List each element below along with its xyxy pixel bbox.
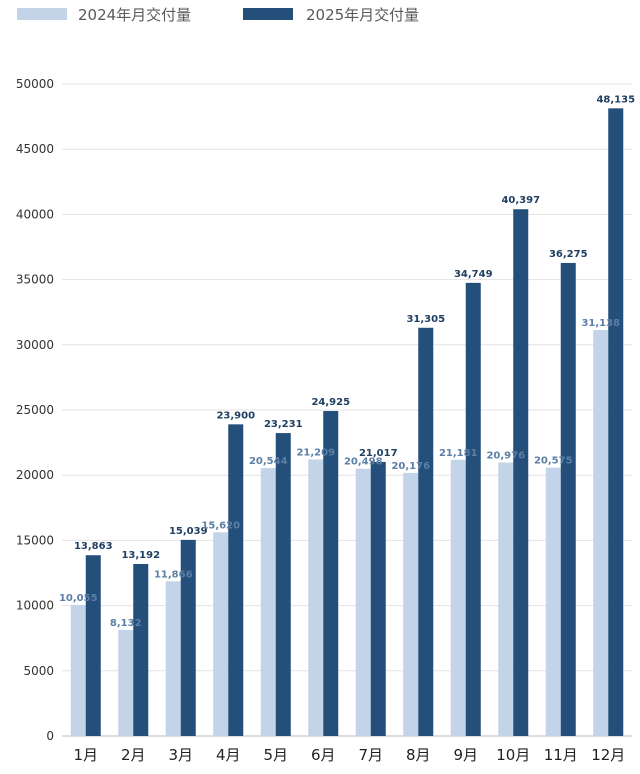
data-label-2025: 31,305 <box>406 314 445 325</box>
x-tick-label: 9月 <box>453 746 478 764</box>
bar-2025 <box>418 327 434 736</box>
bar-2024 <box>498 462 514 736</box>
y-axis: 0 5000 10000 15000 20000 25000 30000 35000 40000… <box>16 77 54 743</box>
bar-2024 <box>403 472 419 736</box>
y-tick-label: 0 <box>46 729 54 743</box>
data-label-2025: 13,863 <box>74 541 113 552</box>
bars <box>70 108 624 737</box>
x-tick-label: 6月 <box>311 746 336 764</box>
bar-2025 <box>465 282 481 736</box>
data-label-2024: 15,620 <box>201 520 240 531</box>
data-label-2025: 13,192 <box>121 550 160 561</box>
y-tick-label: 35000 <box>16 273 54 287</box>
bar-2024 <box>213 532 229 736</box>
x-tick-label: 5月 <box>263 746 288 764</box>
bar-2024 <box>355 468 371 736</box>
y-tick-label: 15000 <box>16 533 54 547</box>
y-tick-label: 25000 <box>16 403 54 417</box>
bar-2025 <box>323 410 339 736</box>
data-label-2025: 23,231 <box>264 419 303 430</box>
legend-label-2024: 2024年月交付量 <box>78 6 191 24</box>
data-label-2024: 31,138 <box>581 318 620 329</box>
bar-2025 <box>228 424 244 736</box>
data-label-2024: 20,976 <box>486 450 525 461</box>
data-label-2024: 21,209 <box>296 447 335 458</box>
bar-2025 <box>275 433 291 736</box>
x-axis: 1月 2月 3月 4月 5月 6月 7月 8月 9月 10月 11月 12月 <box>73 746 625 764</box>
bar-2025 <box>370 461 386 736</box>
bar-2024 <box>545 467 561 736</box>
y-tick-label: 20000 <box>16 468 54 482</box>
y-tick-label: 50000 <box>16 77 54 91</box>
bar-2024 <box>70 604 86 736</box>
bar-2024 <box>165 581 181 736</box>
data-labels: 10,055 13,863 8,132 13,192 11,866 15,03915,62… <box>59 94 635 629</box>
bar-2024 <box>118 629 134 736</box>
legend-swatch-2025 <box>243 8 293 20</box>
legend-label-2025: 2025年月交付量 <box>306 6 419 24</box>
legend-swatch-2024 <box>17 8 67 20</box>
data-label-2024: 20,544 <box>249 456 288 467</box>
x-tick-label: 3月 <box>168 746 193 764</box>
y-tick-label: 5000 <box>23 664 54 678</box>
data-label-2024: 20,176 <box>391 461 430 472</box>
data-label-2025: 24,925 <box>311 397 350 408</box>
data-label-2024: 20,498 <box>344 457 383 468</box>
x-tick-label: 4月 <box>216 746 241 764</box>
data-label-2025: 48,135 <box>596 94 635 105</box>
data-label-2024: 21,181 <box>439 448 478 459</box>
bar-2024 <box>593 329 609 736</box>
x-tick-label: 1月 <box>73 746 98 764</box>
x-tick-label: 12月 <box>591 746 625 764</box>
y-tick-label: 30000 <box>16 338 54 352</box>
bar-2025 <box>608 108 624 737</box>
bar-2025 <box>85 555 101 736</box>
x-tick-label: 8月 <box>406 746 431 764</box>
data-label-2025: 34,749 <box>454 269 493 280</box>
data-label-2024: 11,866 <box>154 569 193 580</box>
data-label-2024: 8,132 <box>110 618 142 629</box>
bar-2025 <box>133 563 149 736</box>
bar-2025 <box>180 539 196 736</box>
bar-2024 <box>450 459 466 736</box>
grid-lines <box>62 83 632 737</box>
bar-2024 <box>260 468 276 736</box>
x-tick-label: 7月 <box>358 746 383 764</box>
data-label-2025: 36,275 <box>549 249 588 260</box>
x-tick-label: 2月 <box>121 746 146 764</box>
bar-2025 <box>560 262 576 736</box>
x-tick-label: 10月 <box>496 746 530 764</box>
x-tick-label: 11月 <box>544 746 578 764</box>
data-label-2024: 10,055 <box>59 593 98 604</box>
y-tick-label: 10000 <box>16 599 54 613</box>
bar-2025 <box>513 209 529 736</box>
data-label-2025: 40,397 <box>501 195 540 206</box>
data-label-2025: 15,039 <box>169 526 208 537</box>
bar-2024 <box>308 459 324 736</box>
data-label-2024: 20,575 <box>534 456 573 467</box>
y-tick-label: 45000 <box>16 142 54 156</box>
data-label-2025: 23,900 <box>216 410 255 421</box>
legend: 2024年月交付量 2025年月交付量 <box>17 6 419 24</box>
data-label-2025: 21,017 <box>359 448 398 459</box>
y-tick-label: 40000 <box>16 207 54 221</box>
